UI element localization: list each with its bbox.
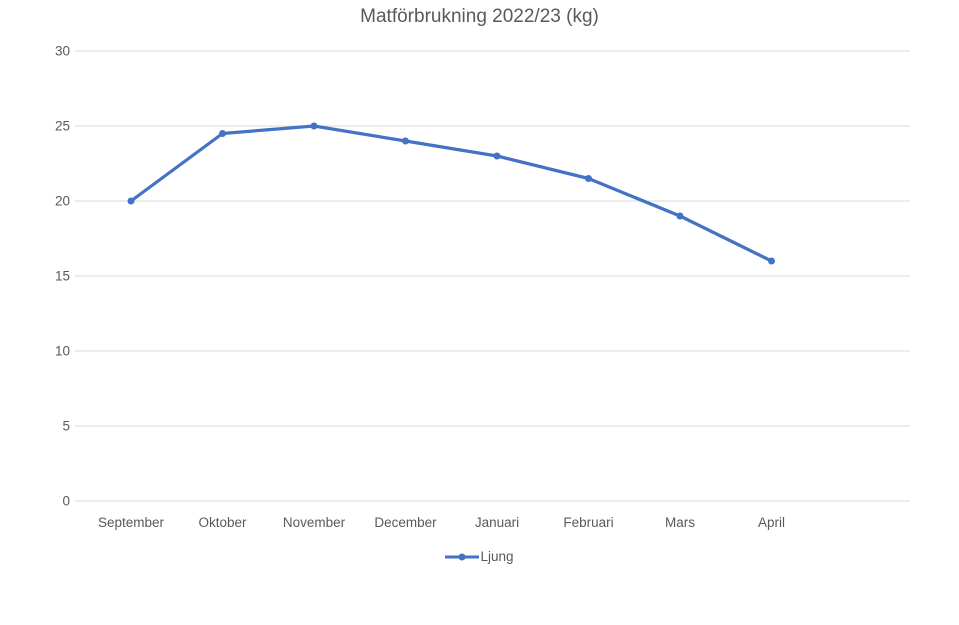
x-axis-tick-label: December bbox=[374, 515, 437, 530]
y-axis-tick-label: 0 bbox=[62, 493, 70, 509]
y-axis-tick-label: 30 bbox=[54, 43, 70, 59]
data-point-marker bbox=[127, 197, 135, 205]
y-axis-tick-label: 20 bbox=[54, 193, 70, 209]
legend-line-marker-icon bbox=[445, 553, 480, 560]
x-axis-tick-label: November bbox=[282, 515, 346, 530]
x-axis-tick-label: September bbox=[97, 515, 165, 530]
y-axis-tick-label: 5 bbox=[62, 418, 70, 434]
x-axis-tick-label: April bbox=[757, 515, 786, 530]
x-axis-tick-label: Januari bbox=[474, 515, 520, 530]
data-point-marker bbox=[493, 152, 501, 160]
data-point-marker bbox=[676, 212, 684, 220]
x-axis-tick-label: Februari bbox=[563, 515, 614, 530]
y-axis-tick-label: 25 bbox=[54, 118, 70, 134]
legend-label: Ljung bbox=[480, 549, 514, 564]
data-point-marker bbox=[585, 175, 592, 182]
legend: Ljung bbox=[0, 549, 959, 564]
chart-title: Matförbrukning 2022/23 (kg) bbox=[360, 6, 599, 27]
data-point-marker bbox=[768, 257, 775, 265]
x-axis-tick-label: Mars bbox=[665, 515, 695, 530]
y-axis-tick-label: 15 bbox=[54, 268, 70, 284]
data-point-marker bbox=[310, 122, 318, 130]
data-point-marker bbox=[402, 137, 409, 145]
data-point-marker bbox=[219, 130, 226, 137]
x-axis-tick-label: Oktober bbox=[198, 515, 247, 530]
y-axis-tick-label: 10 bbox=[54, 343, 70, 359]
series-line bbox=[129, 124, 774, 263]
